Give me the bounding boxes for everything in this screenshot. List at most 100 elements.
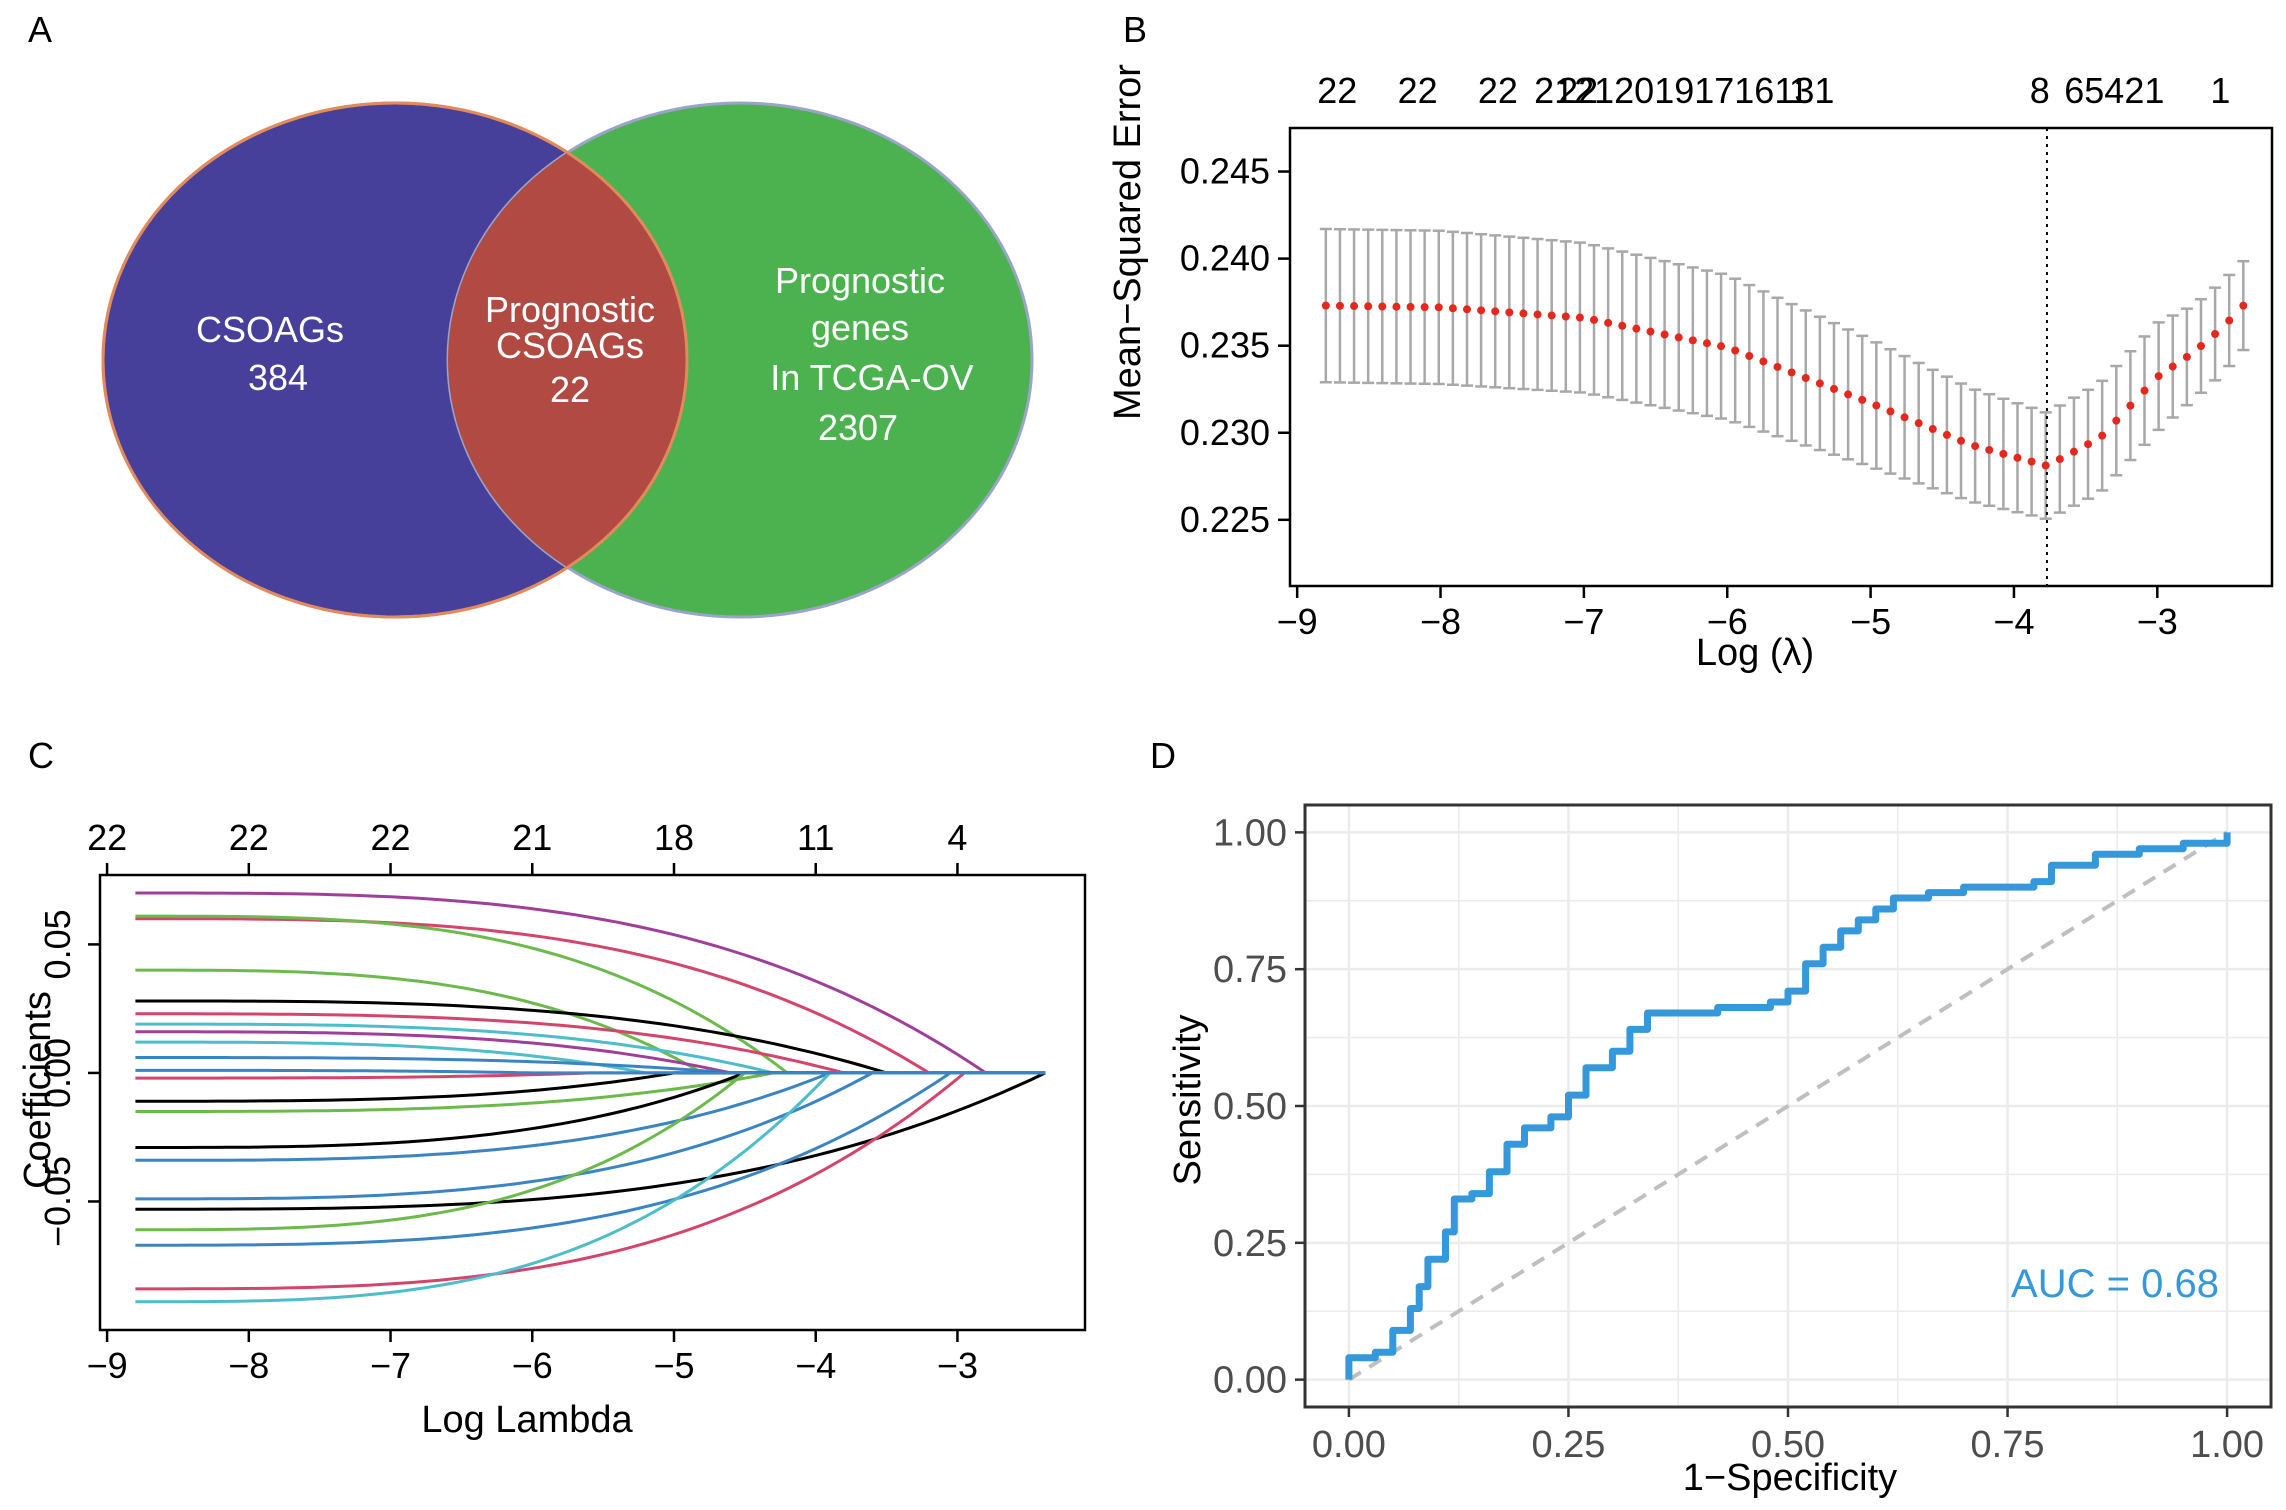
y-tick-label: 0.25 [1213,1223,1287,1265]
mse-point [1985,445,1994,454]
y-tick-label: 0.75 [1213,949,1287,991]
x-tick-label: −6 [1707,601,1748,642]
mse-point [1575,313,1584,322]
y-tick-label: 1.00 [1213,812,1287,854]
mse-point [1971,442,1980,451]
mse-point [1604,318,1613,327]
mse-point [1392,302,1401,311]
mse-point [2168,362,2177,371]
plot-b-axes: −9 −8 −7 −6 −5 −4 −3 0.225 0.230 0.235 0.240 0.245 2… [1180,70,2231,642]
coefficient-path [135,1071,1046,1103]
mse-point [1519,309,1528,318]
mse-point [1858,395,1867,404]
mse-point [1745,351,1754,360]
mse-point [1674,333,1683,342]
x-tick-label: −6 [512,1345,553,1386]
venn-right-label-3: In TCGA-OV [770,357,973,398]
venn-right-label-1: Prognostic [775,260,945,301]
x-tick-label: −7 [1563,601,1604,642]
x-tick-label: 0.75 [1971,1424,2045,1466]
mse-point [1491,307,1500,316]
coefficient-path [135,1022,1046,1075]
panel-label-b: B [1123,9,1147,50]
mse-point [1505,308,1514,317]
plot-b-xlabel: Log (λ) [1696,632,1814,674]
x-tick-label: −9 [1277,601,1318,642]
coefficient-path [135,1030,1046,1075]
top-count-label: 212120191716131 [1534,70,1834,111]
plot-d-ylabel: Sensitivity [1167,1014,1209,1185]
top-count-label: 4 [947,817,967,858]
plot-d-diagonal [1347,830,2229,1382]
mse-point [1759,357,1768,366]
panel-d: D 0.00 0.25 0.50 0.75 1.00 0.00 0.25 0.50 0.75 1.… [1150,735,2273,1499]
panel-b: B −9 −8 −7 −6 −5 −4 −3 0.225 0.230 0.235 0.240 0.24… [1107,9,2274,674]
mse-point [1434,303,1443,312]
mse-point [2239,301,2248,310]
venn-left-outline [101,101,689,619]
coefficient-path [135,1071,1046,1211]
x-tick-label: −8 [228,1345,269,1386]
top-count-label: 22 [1317,70,1357,111]
mse-point [1773,362,1782,371]
mse-point [1406,302,1415,311]
venn-overlap-label-1: Prognostic [485,289,655,330]
venn-right-label-2: genes [811,307,909,348]
mse-point [1999,449,2008,458]
coefficient-path [135,1071,1046,1149]
plot-c-frame [98,873,1087,1332]
mse-point [1477,306,1486,315]
mse-point [1829,384,1838,393]
mse-point [1547,311,1556,320]
top-count-label: 22 [1478,70,1518,111]
top-count-label: 22 [1558,70,1598,111]
x-tick-label: −5 [653,1345,694,1386]
mse-point [1660,330,1669,339]
top-count-label: 11 [797,817,834,858]
plot-b-ylabel: Mean−Squared Error [1107,64,1149,420]
panel-c: C −9 −8 −7 −6 −5 −4 −3 −0.05 0.00 0.05 22 22 22 21 18 1… [17,735,1087,1441]
mse-point [2154,372,2163,381]
mse-point [1533,310,1542,319]
top-count-label: 65421 [2064,70,2164,111]
top-count-label: 22 [87,817,127,858]
x-tick-label: 0.50 [1751,1424,1825,1466]
mse-point [2126,401,2135,410]
mse-point [1872,401,1881,410]
panel-label-c: C [28,735,54,776]
venn-left-count: 384 [248,357,308,398]
mse-point [2098,431,2107,440]
x-tick-label: −4 [1993,601,2034,642]
coefficient-path [135,1071,1046,1291]
mse-point [1420,303,1429,312]
top-count-label: 1 [2210,70,2230,111]
y-tick-label: 0.00 [37,1038,78,1108]
panel-label-d: D [1150,735,1176,776]
plot-c-xlabel: Log Lambda [421,1399,633,1441]
mse-point [1688,336,1697,345]
top-count-label: 22 [1398,70,1438,111]
x-tick-label: −7 [370,1345,411,1386]
mse-point [2211,329,2220,338]
mse-point [1618,321,1627,330]
panel-a: A CSOAGs 384 Prognostic CSOAGs 22 Progno… [28,9,1034,619]
y-tick-label: 0.50 [1213,1086,1287,1128]
mse-point [1590,315,1599,324]
venn-overlap [448,103,687,617]
mse-point [1787,368,1796,377]
mse-point [1462,305,1471,314]
y-tick-label: 0.225 [1180,499,1270,540]
mse-point [2069,447,2078,456]
coefficient-path [135,1071,1046,1113]
coefficient-path [135,1071,1046,1201]
coefficient-path [135,1068,1046,1075]
mse-point [1844,390,1853,399]
x-tick-label: 0.25 [1531,1424,1605,1466]
coefficient-path [135,1071,1046,1247]
x-tick-label: −3 [2137,601,2178,642]
mse-point [1928,425,1937,434]
top-count-label: 18 [654,817,694,858]
mse-point [1448,304,1457,313]
venn-overlap-label-2: CSOAGs [496,325,644,366]
